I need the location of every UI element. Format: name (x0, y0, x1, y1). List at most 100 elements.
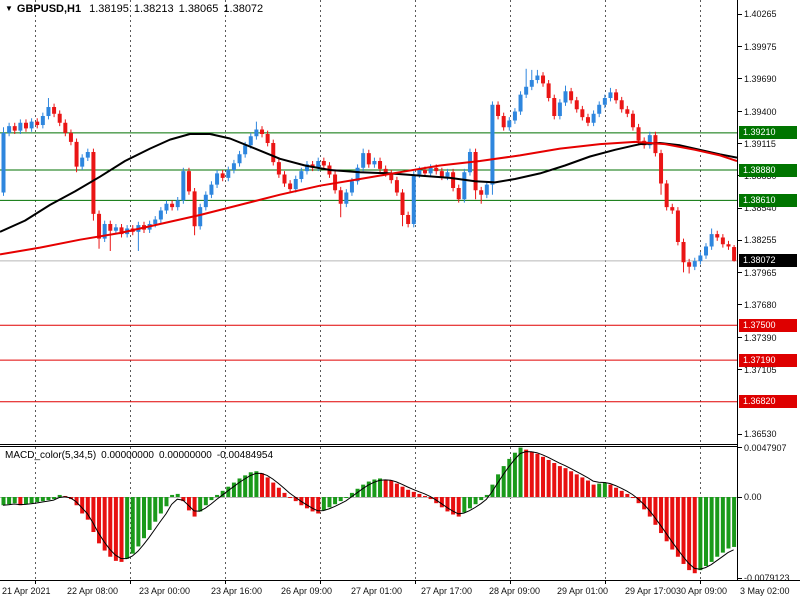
candle-body (687, 262, 692, 267)
candle-body (293, 178, 298, 190)
macd-histogram-bar (316, 497, 321, 514)
candle-body (338, 190, 343, 204)
macd-histogram-bar (417, 493, 422, 497)
candle-body (288, 183, 293, 190)
price-tick-label: 1.38540 (744, 203, 777, 214)
candle-body (175, 200, 180, 208)
candle-body (715, 234, 720, 238)
macd-histogram-bar (512, 452, 517, 497)
macd-tick-label: 0.0047907 (744, 442, 787, 453)
macd-histogram-bar (709, 497, 714, 562)
macd-histogram-bar (125, 497, 130, 559)
candle-body (372, 161, 377, 165)
candle-body (243, 145, 248, 155)
price-tick-label: 1.37680 (744, 299, 777, 310)
macd-indicator-chart[interactable] (0, 447, 737, 580)
macd-histogram-bar (625, 493, 630, 497)
macd-histogram-bar (473, 497, 478, 505)
macd-histogram-bar (614, 487, 619, 497)
macd-histogram-bar (389, 480, 394, 497)
price-level-box: 1.38072 (739, 254, 797, 268)
macd-histogram-bar (484, 494, 489, 497)
candle-body (518, 94, 523, 112)
candle-body (591, 113, 596, 123)
candle-body (400, 192, 405, 215)
candle-body (675, 210, 680, 242)
price-tick-mark (738, 433, 742, 435)
price-level-box: 1.37500 (739, 318, 797, 332)
macd-histogram-bar (181, 497, 186, 502)
macd-histogram-bar (271, 482, 276, 497)
macd-histogram-bar (479, 497, 484, 501)
candle-body (423, 170, 427, 174)
candle-body (383, 168, 388, 174)
price-tick-label: 1.39975 (744, 41, 777, 52)
price-tick-label: 1.39115 (744, 138, 776, 149)
macd-histogram-bar (57, 494, 62, 497)
candle-body (57, 113, 62, 123)
macd-histogram-bar (456, 497, 461, 517)
time-tick-mark (700, 581, 701, 584)
price-tick-label: 1.37965 (744, 267, 777, 278)
ma-fast-red (0, 140, 737, 256)
macd-histogram-bar (726, 497, 731, 549)
candle-body (608, 92, 613, 99)
chart-title: ▼ GBPUSD,H1 1.38195 1.38213 1.38065 1.38072 (5, 3, 268, 15)
candle-body (192, 191, 197, 227)
macd-histogram-bar (40, 497, 45, 502)
candle-body (490, 104, 495, 185)
candle-body (316, 161, 321, 168)
macd-histogram-bar (602, 482, 607, 497)
macd-histogram-bar (630, 497, 635, 499)
price-tick-label: 1.37105 (744, 364, 777, 375)
macd-histogram-bar (254, 471, 259, 497)
candle-body (406, 214, 411, 224)
price-tick-label: 1.37390 (744, 332, 777, 343)
candle-body (428, 167, 433, 174)
macd-histogram-bar (74, 497, 79, 506)
macd-histogram-bar (153, 497, 158, 522)
macd-histogram-bar (619, 490, 624, 497)
dropdown-arrow-icon[interactable]: ▼ (5, 4, 13, 13)
ohlc-low: 1.38065 (178, 3, 219, 15)
candle-body (282, 174, 287, 184)
candle-body (557, 102, 562, 117)
candle-body (535, 75, 540, 81)
macd-histogram-bar (333, 497, 338, 505)
candle-body (670, 207, 675, 211)
macd-tick-mark (738, 577, 742, 579)
macd-histogram-bar (209, 497, 214, 501)
macd-histogram-bar (563, 468, 568, 497)
macd-histogram-bar (203, 497, 208, 506)
candle-body (52, 107, 57, 114)
candle-body (597, 104, 602, 114)
pane-separator[interactable] (0, 444, 737, 447)
candle-body (451, 172, 456, 188)
candle-body (80, 157, 85, 167)
date-label: 23 Apr 00:00 (139, 586, 191, 596)
candle-body (23, 122, 28, 129)
candle-body (361, 153, 366, 168)
macd-histogram-bar (260, 473, 265, 497)
main-price-chart[interactable] (0, 0, 737, 445)
candle-body (389, 173, 394, 181)
macd-histogram-bar (321, 497, 326, 511)
candle-body (541, 75, 546, 84)
macd-histogram-bar (361, 484, 366, 497)
date-label: 30 Apr 09:00 (676, 586, 728, 596)
macd-histogram-bar (574, 474, 579, 497)
macd-histogram-bar (681, 497, 686, 564)
candle-body (91, 152, 96, 214)
candle-body (709, 234, 714, 247)
candle-body (220, 173, 225, 178)
candle-body (411, 174, 416, 224)
macd-value-2: 0.00000000 (159, 450, 212, 461)
candle-body (378, 161, 383, 169)
macd-histogram-bar (113, 497, 118, 561)
price-axis: 1.40265 1.39975 1.39690 1.39400 1.39115 1.388… (737, 0, 800, 583)
price-tick-label: 1.36530 (744, 429, 777, 440)
macd-histogram-bar (243, 475, 248, 497)
macd-histogram-bar (226, 486, 231, 497)
price-tick-label: 1.39690 (744, 73, 777, 84)
macd-histogram-bar (29, 497, 34, 504)
